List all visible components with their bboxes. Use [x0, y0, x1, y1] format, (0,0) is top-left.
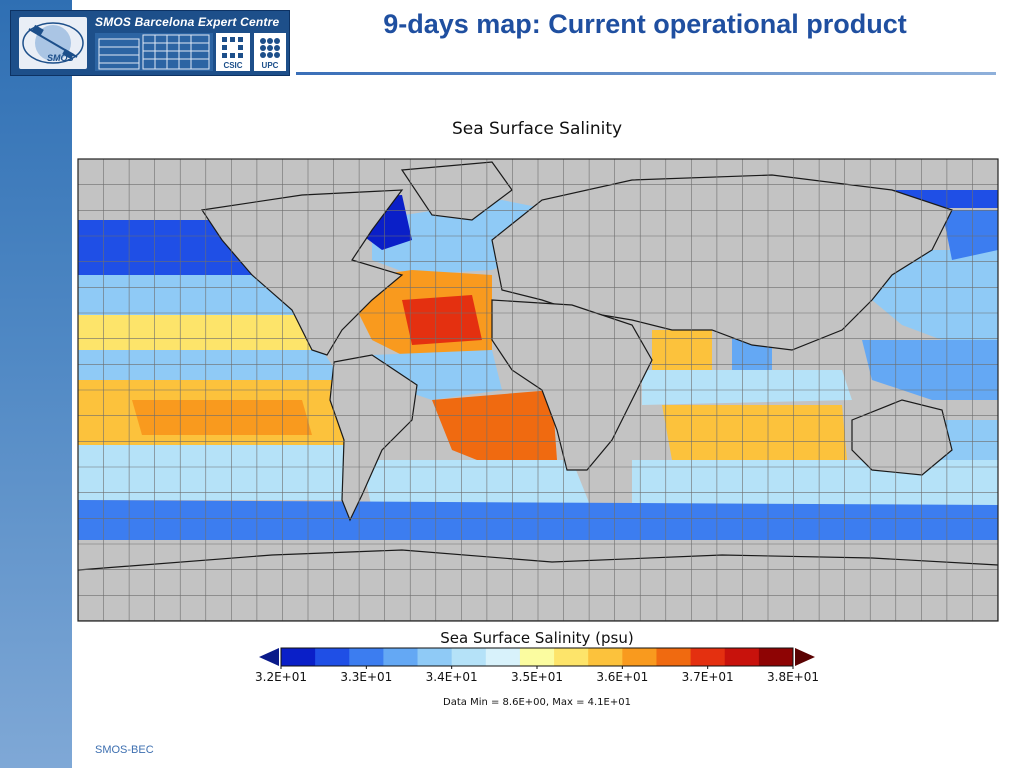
colorbar-tick-label: 3.3E+01 [340, 670, 392, 684]
csic-emblem-icon [222, 37, 243, 58]
ocean-region-south-indian-south [632, 460, 998, 510]
colorbar-tick-label: 3.5E+01 [511, 670, 563, 684]
ocean-region-north-pacific-gyre [78, 315, 322, 350]
colorbar-tick-label: 3.8E+01 [767, 670, 819, 684]
land-australia [851, 399, 953, 476]
land-north-america [200, 189, 404, 356]
colorbar-tick-label: 3.4E+01 [426, 670, 478, 684]
ocean-region-south-pacific-core [132, 400, 312, 435]
colorbar-tick-label: 3.7E+01 [682, 670, 734, 684]
colorbar-segment [758, 648, 794, 666]
upc-emblem-icon [260, 38, 280, 58]
colorbar-segment [485, 648, 521, 666]
salinity-figure: Sea Surface Salinity [72, 100, 1000, 715]
smos-bec-logo: SMOS SMOS Barcelona Expert Centre CSIC [10, 10, 290, 76]
colorbar-max-extend-arrow [795, 648, 815, 666]
colorbar-segment [451, 648, 487, 666]
colorbar-label: Sea Surface Salinity (psu) [440, 629, 633, 647]
footer-label: SMOS-BEC [95, 744, 154, 756]
ocean-region-pacific-itcz [78, 350, 342, 380]
land-greenland [400, 161, 513, 221]
smos-wordmark: SMOS [47, 53, 74, 63]
satellite-icon [22, 22, 84, 64]
colorbar-segment [281, 648, 316, 666]
ocean-region-south-atlantic-gyre [432, 390, 557, 470]
colorbar-segment [315, 648, 350, 666]
csic-logo: CSIC [216, 33, 250, 71]
colorbar-segment [554, 648, 589, 666]
ocean-region-west-pacific-north [872, 250, 998, 340]
salinity-map-chart: Sea Surface Salinity [77, 119, 999, 708]
colorbar-segment [622, 648, 657, 666]
slide-title: 9-days map: Current operational product [383, 9, 907, 39]
colorbar-segment [724, 648, 760, 666]
colorbar-segment [383, 648, 419, 666]
ocean-region-south-atlantic-south [362, 460, 592, 510]
colorbar-segment [519, 648, 555, 666]
chart-title: Sea Surface Salinity [452, 119, 622, 139]
title-divider [296, 72, 996, 75]
colorbar [259, 647, 815, 667]
centre-name: SMOS Barcelona Expert Centre [95, 15, 280, 29]
land-south-america [329, 354, 418, 522]
data-range-note: Data Min = 8.6E+00, Max = 4.1E+01 [443, 697, 631, 708]
left-accent-band [0, 0, 72, 768]
colorbar-segment [656, 648, 692, 666]
building-icon [95, 33, 213, 71]
csic-label: CSIC [223, 61, 243, 70]
colorbar-segment [690, 648, 726, 666]
colorbar-segment [349, 648, 384, 666]
upc-label: UPC [261, 61, 279, 70]
upc-logo: UPC [254, 33, 286, 71]
colorbar-tick-labels: 3.2E+01 3.3E+01 3.4E+01 3.5E+01 3.6E+01 3.7E+… [255, 666, 819, 684]
land-africa [491, 299, 653, 471]
ocean-region-west-pacific-fresh [942, 210, 998, 260]
lat-lon-grid [78, 159, 998, 621]
map-frame-border [77, 158, 999, 622]
colorbar-tick-label: 3.6E+01 [596, 670, 648, 684]
ocean-region-south-pacific-south [78, 445, 352, 500]
ocean-region-north-atlantic-core [402, 295, 482, 345]
ocean-region-arabian-sea [652, 330, 712, 370]
ocean-region-indian-equatorial [642, 370, 852, 405]
colorbar-min-extend-arrow [259, 648, 279, 666]
ocean-region-south-indian-gyre [662, 405, 847, 460]
ocean-region-north-pacific [78, 275, 312, 315]
smos-satellite-emblem: SMOS [19, 17, 87, 69]
colorbar-tick-label: 3.2E+01 [255, 670, 307, 684]
colorbar-segment [417, 648, 453, 666]
colorbar-segment [588, 648, 623, 666]
